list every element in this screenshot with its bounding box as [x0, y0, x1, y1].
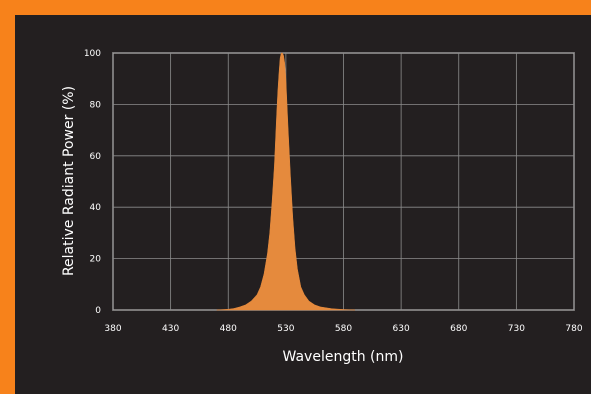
y-tick-label: 80	[90, 100, 102, 110]
y-tick-label: 60	[90, 152, 102, 162]
y-tick-label: 20	[90, 255, 102, 265]
y-axis-label: Relative Radiant Power (%)	[61, 86, 77, 276]
x-axis-label: Wavelength (nm)	[283, 349, 404, 365]
x-tick-label: 780	[565, 324, 582, 334]
y-tick-labels: 0 20 40 60 80 100	[84, 49, 101, 316]
x-tick-label: 430	[162, 324, 179, 334]
x-tick-label: 680	[450, 324, 467, 334]
x-tick-label: 480	[220, 324, 237, 334]
x-tick-label: 630	[393, 324, 410, 334]
x-tick-label: 530	[277, 324, 294, 334]
x-tick-label: 580	[335, 324, 352, 334]
y-tick-label: 40	[90, 203, 102, 213]
x-tick-label: 380	[104, 324, 121, 334]
x-tick-label: 730	[508, 324, 525, 334]
y-tick-label: 0	[95, 306, 101, 316]
y-tick-label: 100	[84, 49, 101, 59]
spectrum-area	[216, 52, 356, 311]
x-tick-labels: 380 430 480 530 580 630 680 730 780	[104, 324, 582, 334]
